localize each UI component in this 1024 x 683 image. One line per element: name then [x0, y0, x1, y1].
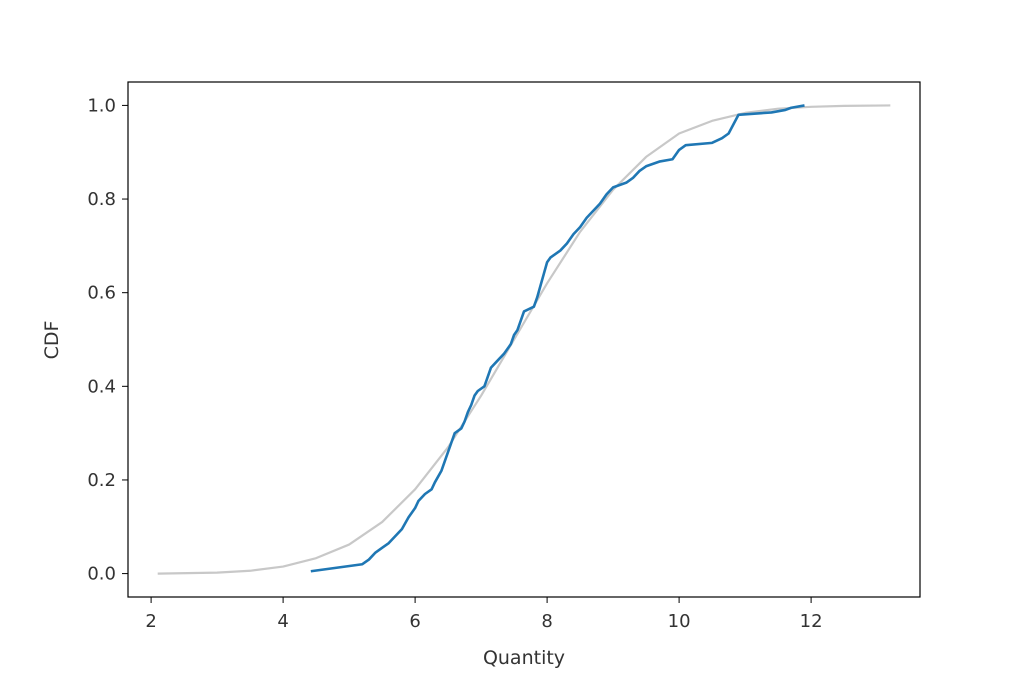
- x-axis: 2 4 6 8 10 12: [145, 597, 823, 632]
- plot-area: [128, 82, 920, 597]
- y-tick-label: 0.4: [87, 376, 116, 397]
- x-tick-label: 8: [541, 611, 552, 632]
- series-layer: [157, 104, 891, 575]
- plot-frame: [127, 81, 921, 598]
- y-tick-label: 0.8: [87, 189, 116, 210]
- y-tick-label: 0.2: [87, 470, 116, 491]
- x-tick-label: 12: [800, 611, 823, 632]
- y-tick-label: 0.6: [87, 283, 116, 304]
- y-axis: 0.0 0.2 0.4 0.6 0.8 1.0: [87, 95, 128, 585]
- x-axis-label: Quantity: [483, 647, 565, 669]
- y-tick-label: 1.0: [87, 95, 116, 116]
- empirical-cdf-line: [310, 104, 805, 573]
- y-axis-label: CDF: [41, 321, 63, 360]
- x-tick-label: 6: [409, 611, 420, 632]
- x-tick-label: 10: [668, 611, 691, 632]
- x-tick-label: 2: [145, 611, 156, 632]
- model-cdf-line: [157, 104, 891, 575]
- x-tick-label: 4: [277, 611, 288, 632]
- y-tick-label: 0.0: [87, 564, 116, 585]
